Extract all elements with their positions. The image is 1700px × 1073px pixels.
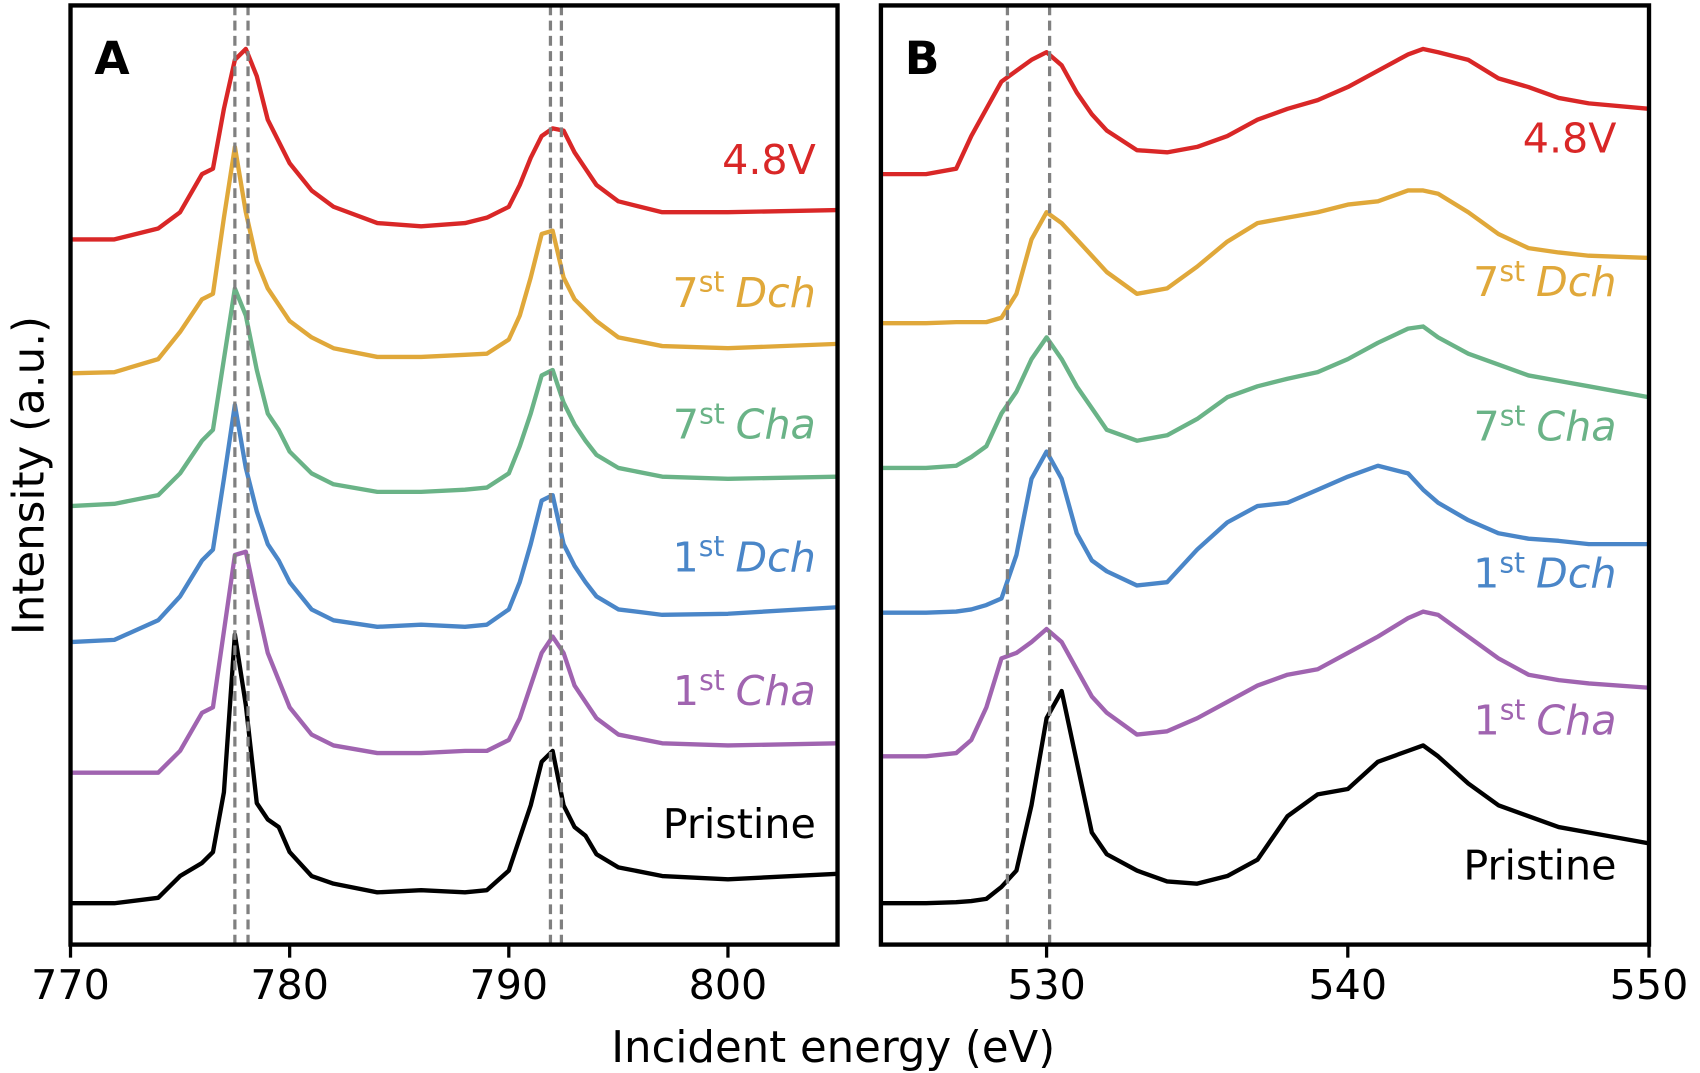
label-part: st [699,397,725,430]
label-part: 7 [673,401,699,449]
series-label: Pristine [1463,841,1616,889]
x-tick-label: 770 [31,961,110,1009]
label-part: Cha [736,667,816,715]
spectrum-line [880,324,1650,471]
label-part: Pristine [1463,841,1616,889]
series-label: 1st Dch [672,530,815,581]
panel-letter: B [905,32,940,85]
series-label: 7st Dch [1473,255,1616,306]
x-tick-label: 800 [689,961,768,1009]
x-tick-label: 530 [1007,961,1086,1009]
spectrum-line [880,609,1650,759]
label-part: 4.8V [1523,114,1617,162]
label-part: 1 [673,667,699,715]
x-tick-label: 550 [1610,961,1689,1009]
series-label: 7st Cha [1473,399,1616,450]
label-part: 7 [1473,403,1499,451]
series-label: 7st Dch [672,266,815,317]
series-label: 4.8V [722,136,816,184]
label-part: Cha [736,401,816,449]
spectrum-line [70,549,838,775]
spectrum-line [70,402,838,645]
label-part: 7 [672,269,698,317]
label-part: st [1500,399,1526,432]
label-part: Cha [1536,403,1616,451]
label-part: st [699,664,725,697]
spectrum-line [880,188,1650,326]
label-part: Pristine [663,800,816,848]
label-part: Dch [1536,258,1617,306]
x-tick-label: 540 [1308,961,1387,1009]
x-tick-label: 780 [250,961,329,1009]
label-part: 1 [1473,697,1499,745]
spectrum-line [70,46,838,242]
label-part: st [699,266,725,299]
series-label: 7st Cha [673,397,816,448]
label-part: 1 [1473,550,1499,598]
label-part: Cha [1536,697,1616,745]
spectrum-line [880,449,1650,615]
spectrum-line [70,632,838,906]
label-part: st [1499,255,1525,288]
panel-frame [878,3,1652,947]
label-part: Dch [735,533,816,581]
label-part: st [1500,693,1526,726]
series-label: 1st Cha [1473,693,1616,744]
series-label: 4.8V [1523,114,1617,162]
series-label: 1st Cha [673,664,816,715]
label-part: st [699,530,725,563]
label-part: 7 [1473,258,1499,306]
panel-letter: A [94,32,130,85]
spectrum-line [880,688,1650,906]
x-axis-label: Incident energy (eV) [611,1023,1055,1073]
spectrum-line [70,144,838,376]
y-axis-label: Intensity (a.u.) [4,316,54,635]
label-part: 1 [672,533,698,581]
spectrum-line [880,46,1650,177]
label-part: Dch [1536,550,1617,598]
panel-frame [68,3,840,947]
label-part: st [1499,546,1525,579]
spectrum-line [70,286,838,509]
series-label: Pristine [663,800,816,848]
label-part: Dch [735,269,816,317]
series-label: 1st Dch [1473,546,1616,597]
x-tick-label: 790 [469,961,548,1009]
label-part: 4.8V [722,136,816,184]
